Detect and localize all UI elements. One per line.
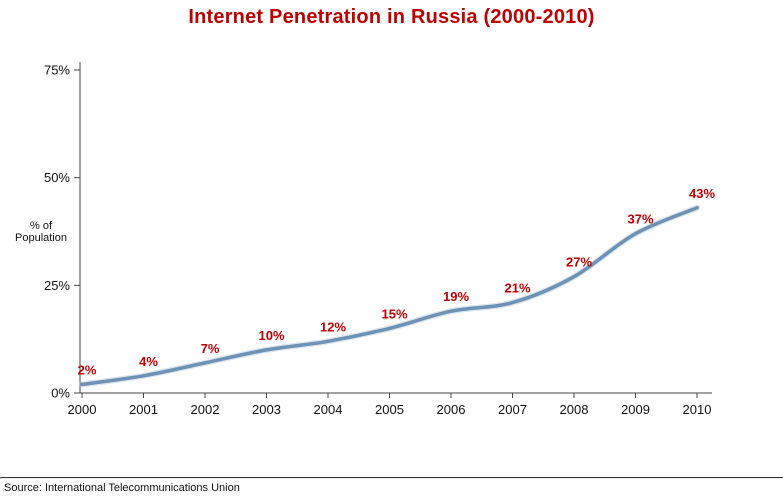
x-tick-label: 2004 — [314, 402, 343, 417]
data-point-label: 10% — [258, 328, 284, 343]
y-axis-title-line1: % of — [29, 220, 52, 232]
data-point-label: 4% — [139, 354, 158, 369]
x-tick-label: 2001 — [129, 402, 158, 417]
trend-line — [80, 206, 699, 387]
data-point-label: 2% — [78, 362, 97, 377]
x-tick-label: 2007 — [498, 402, 527, 417]
data-point-label: 37% — [627, 212, 653, 227]
y-tick-label: 25% — [44, 278, 70, 293]
x-tick-label: 2003 — [252, 402, 281, 417]
data-point-label: 43% — [689, 186, 715, 201]
line-chart: 0% 25% 50% 75% 2000 2001 2002 2003 2004 2005 2006 2… — [44, 62, 715, 417]
x-tick-label: 2000 — [68, 402, 97, 417]
trend-line-halo — [79, 204, 700, 388]
y-tick-label: 75% — [44, 63, 70, 78]
y-tick-label: 0% — [51, 386, 70, 401]
data-point-label: 19% — [443, 289, 469, 304]
x-tick-label: 2009 — [621, 402, 650, 417]
data-point-label: 7% — [201, 341, 220, 356]
chart-title: Internet Penetration in Russia (2000-201… — [188, 6, 595, 28]
x-tick-label: 2008 — [560, 402, 589, 417]
x-tick-label: 2002 — [191, 402, 220, 417]
y-axis-title-line2: Population — [15, 232, 67, 244]
data-point-label: 12% — [320, 319, 346, 334]
footer-divider — [0, 477, 783, 479]
source-note: Source: International Telecommunications… — [4, 482, 240, 494]
x-tick-label: 2006 — [437, 402, 466, 417]
data-point-label: 27% — [566, 255, 592, 270]
x-tick-label: 2010 — [683, 402, 712, 417]
y-tick-label: 50% — [44, 170, 70, 185]
data-point-label: 15% — [381, 306, 407, 321]
x-tick-label: 2005 — [375, 402, 404, 417]
y-axis-title: % of Population — [8, 220, 74, 244]
data-point-label: 21% — [504, 281, 530, 296]
